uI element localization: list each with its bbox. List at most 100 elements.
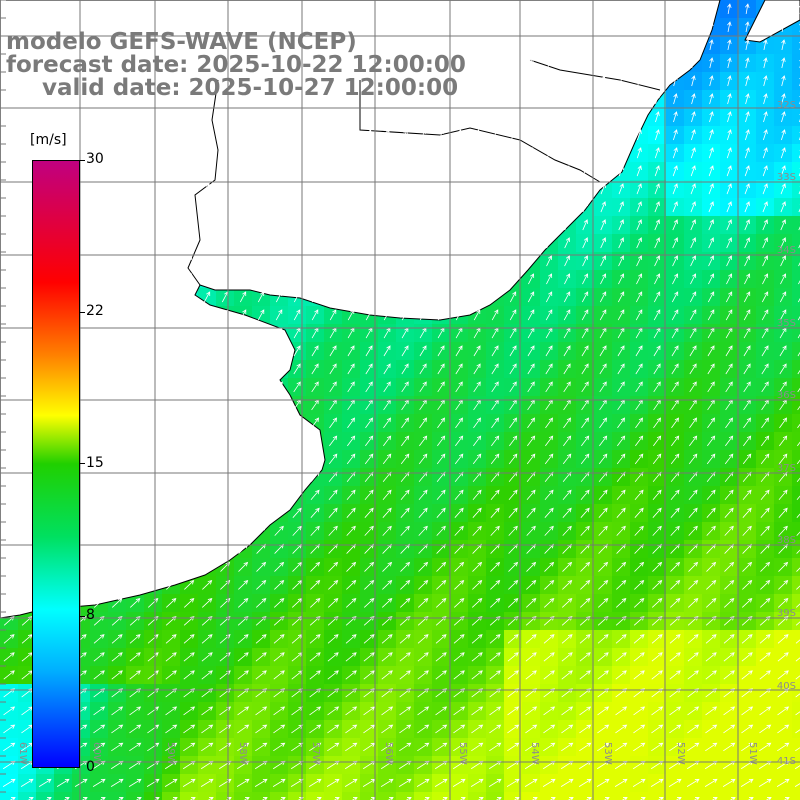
wind-arrow <box>547 75 552 87</box>
wind-arrow <box>581 435 590 447</box>
wind-arrow <box>690 273 697 285</box>
wind-arrow <box>528 219 534 231</box>
wind-arrow <box>797 423 800 429</box>
wind-arrow <box>403 111 408 123</box>
wind-arrow <box>690 129 696 141</box>
wind-arrow <box>403 57 408 69</box>
wind-arrow <box>223 39 228 51</box>
wind-arrow <box>708 219 714 231</box>
wind-arrow <box>420 219 426 231</box>
wind-arrow <box>383 309 391 321</box>
wind-arrow <box>545 435 554 447</box>
wind-arrow <box>689 381 697 393</box>
wind-arrow <box>619 39 624 51</box>
wind-arrow <box>455 381 463 393</box>
wind-arrow <box>132 183 138 195</box>
wind-arrow <box>492 183 498 195</box>
wind-arrow <box>619 111 624 123</box>
wind-arrow <box>24 183 30 195</box>
wind-arrow <box>617 291 625 303</box>
wind-arrow <box>311 435 320 447</box>
wind-arrow <box>493 93 498 105</box>
wind-arrow <box>743 381 751 393</box>
wind-arrow <box>96 165 102 177</box>
wind-arrow <box>295 75 300 87</box>
wind-arrow <box>438 237 445 249</box>
wind-arrow <box>672 273 679 285</box>
wind-arrow <box>563 309 571 321</box>
wind-arrow <box>636 183 642 195</box>
wind-arrow <box>114 165 120 177</box>
wind-arrow <box>330 129 336 141</box>
wind-arrow <box>169 75 174 87</box>
wind-arrow <box>726 273 733 285</box>
wind-arrow <box>187 21 192 33</box>
wind-arrow <box>204 219 210 231</box>
wind-arrow <box>222 201 228 213</box>
wind-arrow <box>61 3 66 14</box>
wind-arrow <box>383 345 391 357</box>
wind-arrow <box>203 381 211 393</box>
wind-arrow <box>348 129 354 141</box>
wind-arrow <box>6 201 12 213</box>
wind-arrow <box>295 111 300 123</box>
colorbar-tickmark <box>79 312 85 313</box>
wind-arrow <box>779 381 787 393</box>
wind-arrow <box>223 93 228 105</box>
wind-arrow <box>42 129 48 141</box>
wind-arrow <box>258 273 265 285</box>
wind-arrow <box>114 183 120 195</box>
wind-arrow <box>115 111 120 123</box>
wind-arrow <box>618 201 624 213</box>
wind-arrow <box>276 147 282 159</box>
wind-arrow <box>133 57 138 69</box>
wind-arrow <box>259 93 264 105</box>
wind-arrow <box>294 201 300 213</box>
wind-arrow <box>347 345 355 357</box>
wind-arrow <box>473 417 482 429</box>
wind-arrow <box>546 201 552 213</box>
wind-arrow <box>241 111 246 123</box>
wind-arrow <box>689 435 698 447</box>
wind-arrow <box>653 381 661 393</box>
wind-arrow <box>239 309 247 321</box>
wind-arrow <box>545 417 554 429</box>
lon-label: 56W <box>383 742 394 765</box>
wind-arrow <box>473 363 481 375</box>
wind-arrow <box>439 93 444 105</box>
lon-label: 58W <box>237 742 248 765</box>
wind-arrow <box>653 417 662 429</box>
wind-arrow <box>671 291 679 303</box>
wind-arrow <box>401 435 410 447</box>
wind-arrow <box>745 57 750 69</box>
wind-arrow <box>726 201 732 213</box>
wind-arrow <box>385 57 390 69</box>
wind-arrow <box>636 237 643 249</box>
wind-arrow <box>167 363 175 375</box>
wind-arrow <box>383 381 391 393</box>
wind-arrow <box>419 309 427 321</box>
wind-arrow <box>384 201 390 213</box>
wind-arrow <box>7 111 12 123</box>
wind-arrow <box>312 237 319 249</box>
wind-arrow <box>133 21 138 33</box>
wind-arrow <box>168 129 174 141</box>
wind-arrow <box>258 219 264 231</box>
wind-arrow <box>653 309 661 321</box>
wind-arrow <box>223 21 228 33</box>
wind-arrow <box>689 417 698 429</box>
wind-arrow <box>420 237 427 249</box>
wind-arrow <box>186 201 192 213</box>
wind-arrow <box>402 273 409 285</box>
wind-arrow <box>186 237 193 249</box>
wind-arrow <box>780 237 787 249</box>
wind-arrow <box>61 39 66 51</box>
wind-arrow <box>709 3 714 14</box>
wind-arrow <box>96 273 103 285</box>
wind-arrow <box>329 309 337 321</box>
wind-arrow <box>708 201 714 213</box>
wind-arrow <box>473 345 481 357</box>
wind-arrow <box>24 201 30 213</box>
wind-arrow <box>635 345 643 357</box>
wind-arrow <box>528 183 534 195</box>
